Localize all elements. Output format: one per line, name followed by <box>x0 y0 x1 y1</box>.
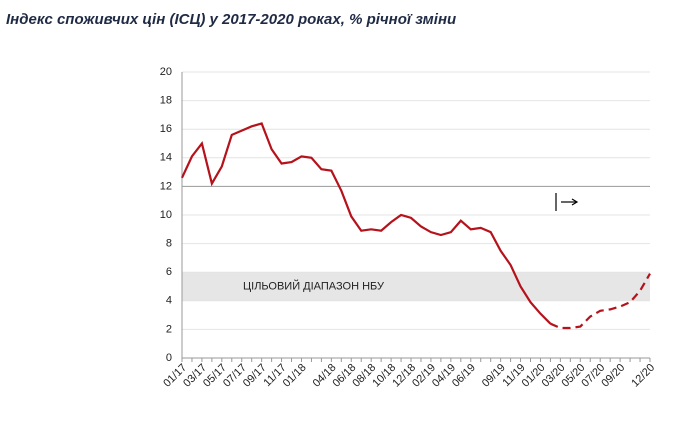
x-tick-label: 09/19 <box>480 362 508 390</box>
y-tick-label: 18 <box>160 95 172 107</box>
y-tick-label: 14 <box>160 152 172 164</box>
y-tick-label: 0 <box>166 352 172 364</box>
series-line <box>549 273 651 330</box>
x-tick-label: 09/20 <box>599 362 627 390</box>
x-tick-label: 12/20 <box>629 362 657 390</box>
x-tick-label: 01/18 <box>281 362 309 390</box>
series-line <box>181 122 552 325</box>
y-tick-label: 2 <box>166 323 172 335</box>
y-tick-label: 10 <box>160 209 172 221</box>
y-tick-label: 20 <box>160 66 172 78</box>
y-tick-label: 12 <box>160 180 172 192</box>
y-tick-label: 8 <box>166 238 172 250</box>
chart-title: Індекс споживчих цін (ІСЦ) у 2017-2020 р… <box>6 11 456 28</box>
target-band <box>182 272 650 301</box>
y-tick-label: 4 <box>166 295 172 307</box>
x-tick-label: 09/17 <box>241 362 269 390</box>
target-band-label: ЦІЛЬОВИЙ ДІАПАЗОН НБУ <box>243 279 385 292</box>
y-tick-label: 6 <box>166 266 172 278</box>
x-tick-label: 06/19 <box>450 362 478 390</box>
annotation-arrowhead <box>571 198 579 206</box>
y-tick-label: 16 <box>160 123 172 135</box>
